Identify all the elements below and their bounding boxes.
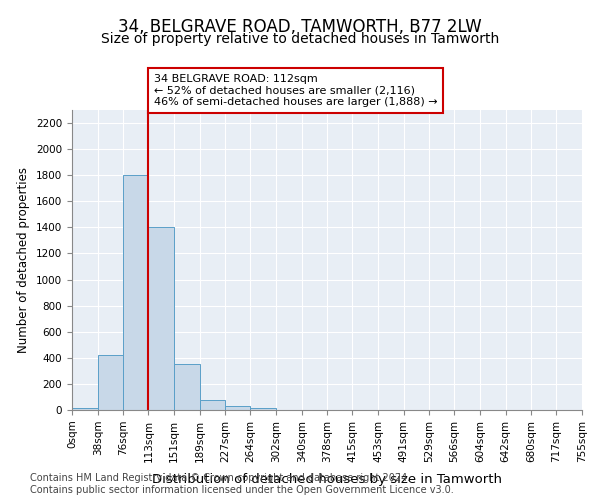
Y-axis label: Number of detached properties: Number of detached properties	[17, 167, 31, 353]
Bar	[226, 406, 250, 410]
Text: 34, BELGRAVE ROAD, TAMWORTH, B77 2LW: 34, BELGRAVE ROAD, TAMWORTH, B77 2LW	[118, 18, 482, 36]
Bar	[200, 400, 226, 410]
X-axis label: Distribution of detached houses by size in Tamworth: Distribution of detached houses by size …	[152, 473, 502, 486]
Bar	[124, 175, 148, 410]
Bar	[98, 355, 124, 410]
Bar	[148, 228, 174, 410]
Bar	[174, 364, 200, 410]
Bar	[72, 408, 98, 410]
Text: 34 BELGRAVE ROAD: 112sqm
← 52% of detached houses are smaller (2,116)
46% of sem: 34 BELGRAVE ROAD: 112sqm ← 52% of detach…	[154, 74, 437, 107]
Bar	[250, 408, 276, 410]
Text: Size of property relative to detached houses in Tamworth: Size of property relative to detached ho…	[101, 32, 499, 46]
Text: Contains HM Land Registry data © Crown copyright and database right 2024.
Contai: Contains HM Land Registry data © Crown c…	[30, 474, 454, 495]
